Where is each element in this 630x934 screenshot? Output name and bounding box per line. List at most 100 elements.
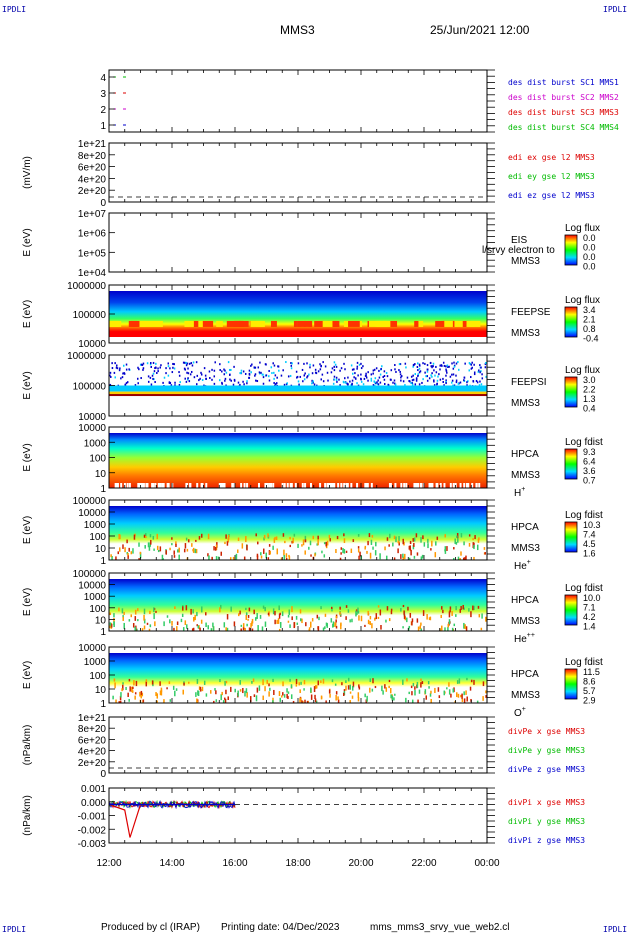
feepsi-pixel — [356, 361, 359, 364]
hpca_o-pixel — [438, 695, 441, 699]
feepsi-pixel — [452, 373, 455, 376]
feepsi-pixel — [445, 379, 447, 382]
hpca_hepp-pixel — [245, 614, 248, 620]
hpca_o-pixel — [463, 691, 465, 696]
hpca_hepp-pixel — [246, 623, 248, 627]
hpca_hepp-pixel — [316, 614, 319, 619]
hpca_hepp-pixel — [311, 618, 314, 622]
feepsi-pixel — [402, 380, 405, 383]
legend-entry: divPi x gse MMS3 — [508, 798, 585, 807]
feepsi-pixel — [248, 373, 251, 376]
hpca_o-pixel — [456, 680, 459, 684]
hpca_he-pixel — [143, 534, 146, 538]
feepsi-pixel — [439, 368, 441, 371]
instrument-sub-label: MMS3 — [511, 328, 540, 339]
hpca_hepp-pixel — [238, 613, 240, 617]
feepsi-pixel — [298, 383, 300, 386]
hpca_o-pixel — [420, 682, 422, 688]
hpca_he-pixel — [132, 548, 134, 554]
hpca_o-pixel — [115, 699, 117, 703]
feepsi-pixel — [386, 375, 389, 378]
y-tick-label: 1 — [100, 556, 106, 567]
hpca_hepp-pixel — [449, 609, 451, 613]
legend-entry: des dist burst SC4 MMS4 — [508, 123, 619, 132]
feepsi-pixel — [229, 378, 231, 381]
feepsi-pixel — [443, 384, 445, 387]
feepsi-pixel — [453, 384, 456, 387]
hpca_he-pixel — [245, 536, 247, 542]
hpca_o-pixel — [128, 678, 131, 682]
hpca_o-pixel — [470, 679, 473, 683]
hpca_he-pixel — [128, 547, 130, 552]
hpca_he-pixel — [478, 537, 480, 541]
feepsi-pixel — [141, 363, 144, 366]
hpca_o-pixel — [414, 686, 416, 690]
hpca_o-pixel — [417, 699, 419, 703]
colorbar-tick-label: 1.3 — [583, 394, 596, 404]
feepsi-pixel — [299, 375, 302, 378]
hpca_o-pixel — [221, 691, 223, 696]
feepsi-pixel — [270, 366, 273, 369]
hpca_hepp-pixel — [358, 615, 360, 621]
feepsi-pixel — [419, 370, 422, 373]
hpca_o-pixel — [242, 687, 244, 694]
hpca_o-pixel — [219, 678, 221, 683]
hpca_o-pixel — [135, 680, 138, 687]
hpca_o-pixel — [298, 682, 300, 686]
feepsi-pixel — [426, 370, 429, 373]
feepsi-pixel — [362, 383, 365, 386]
feepsi-pixel — [330, 371, 333, 374]
feepsi-pixel — [139, 363, 142, 366]
y-tick-label: 1e+21 — [78, 139, 107, 150]
colorbar-tick-label: 0.8 — [583, 324, 596, 334]
y-tick-label: 1000 — [84, 520, 107, 531]
feepse-pixel — [216, 320, 223, 327]
hpca_he-pixel — [464, 557, 466, 560]
feepsi-pixel — [303, 374, 306, 377]
feepsi-pixel — [417, 369, 419, 372]
feepsi-pixel — [443, 364, 446, 367]
hpca_hepp-pixel — [330, 618, 333, 623]
hpca_he-pixel — [220, 551, 223, 556]
feepsi-pixel — [196, 374, 199, 377]
hpca_he-pixel — [459, 558, 461, 560]
hpca_o-pixel — [237, 690, 239, 697]
hpca_hepp-pixel — [460, 606, 462, 610]
hpca_o-pixel — [385, 687, 388, 692]
feepsi-pixel — [457, 382, 460, 385]
hpca_o-pixel — [482, 696, 484, 701]
hpca_o-pixel — [331, 679, 334, 683]
hpca_he-pixel — [323, 554, 326, 558]
hpca_hepp-pixel — [256, 612, 258, 619]
feepsi-pixel — [277, 365, 279, 368]
feepsi-pixel — [356, 367, 358, 370]
hpca_he-pixel — [237, 549, 239, 553]
feepsi-pixel — [455, 374, 457, 377]
y-tick-label: 10000 — [78, 643, 106, 654]
feepsi-pixel — [124, 384, 126, 387]
hpca_he-pixel — [173, 550, 175, 555]
feepsi-pixel — [142, 368, 144, 371]
feepsi-pixel — [224, 369, 226, 372]
feepsi-pixel — [473, 371, 476, 374]
feepsi-pixel — [313, 383, 316, 386]
hpca_o-pixel — [196, 699, 199, 703]
legend-entry: edi ex gse l2 MMS3 — [508, 153, 595, 162]
hpca_hepp-pixel — [332, 623, 334, 628]
feepsi-pixel — [154, 381, 156, 384]
feepsi-pixel — [428, 377, 431, 380]
feepsi-pixel — [179, 381, 181, 384]
hpca_hepp-pixel — [409, 612, 412, 618]
hpca-h-pixel — [126, 483, 129, 488]
feepsi-pixel — [250, 371, 252, 374]
hpca_he-pixel — [127, 553, 129, 556]
hpca_o-pixel — [304, 699, 306, 703]
feepsi-pixel — [346, 382, 348, 385]
hpca_o-pixel — [225, 689, 227, 695]
feepsi-pixel — [167, 374, 170, 377]
feepsi-pixel — [119, 367, 121, 370]
hpca_he-pixel — [255, 533, 257, 537]
feepsi-pixel — [297, 380, 300, 383]
hpca_o-pixel — [335, 691, 338, 695]
panel-divpe-frame — [108, 716, 488, 774]
